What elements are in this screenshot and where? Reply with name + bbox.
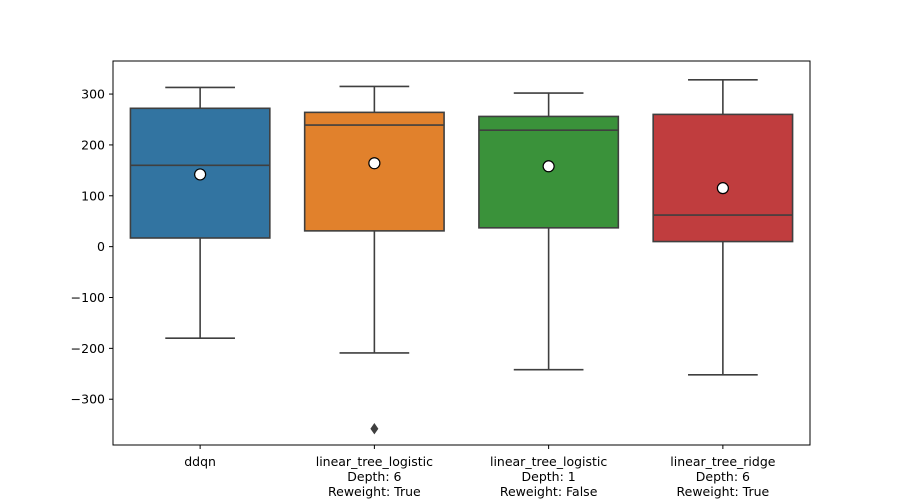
y-tick-label: 0 — [97, 239, 105, 254]
x-tick-label: linear_tree_logistic — [490, 454, 607, 469]
box-iqr — [652, 113, 794, 243]
outlier-point — [370, 423, 379, 435]
box-iqr — [303, 111, 445, 232]
y-tick-label: 100 — [81, 188, 105, 203]
plot-frame — [112, 60, 811, 446]
box-group-2 — [478, 92, 620, 371]
mean-marker — [542, 160, 555, 173]
y-tick-label: −100 — [71, 290, 105, 305]
y-tick-label: −300 — [71, 392, 105, 407]
x-tick-label: Reweight: True — [677, 484, 770, 499]
y-tick-label: −200 — [71, 341, 105, 356]
x-tick-label: Depth: 6 — [696, 469, 750, 484]
mean-marker — [368, 157, 381, 170]
box-group-0 — [129, 86, 271, 339]
x-tick-label: ddqn — [184, 454, 216, 469]
x-tick-label: Depth: 6 — [347, 469, 401, 484]
x-tick-label: linear_tree_ridge — [670, 454, 775, 469]
box-group-1 — [303, 85, 445, 435]
y-tick-label: 300 — [81, 87, 105, 102]
x-tick-label: linear_tree_logistic — [316, 454, 433, 469]
mean-marker — [194, 168, 207, 181]
x-tick-label: Reweight: False — [500, 484, 598, 499]
y-tick-label: 200 — [81, 137, 105, 152]
x-tick-label: Depth: 1 — [522, 469, 576, 484]
mean-marker — [716, 182, 729, 195]
box-group-3 — [652, 79, 794, 376]
x-tick-label: Reweight: True — [328, 484, 421, 499]
